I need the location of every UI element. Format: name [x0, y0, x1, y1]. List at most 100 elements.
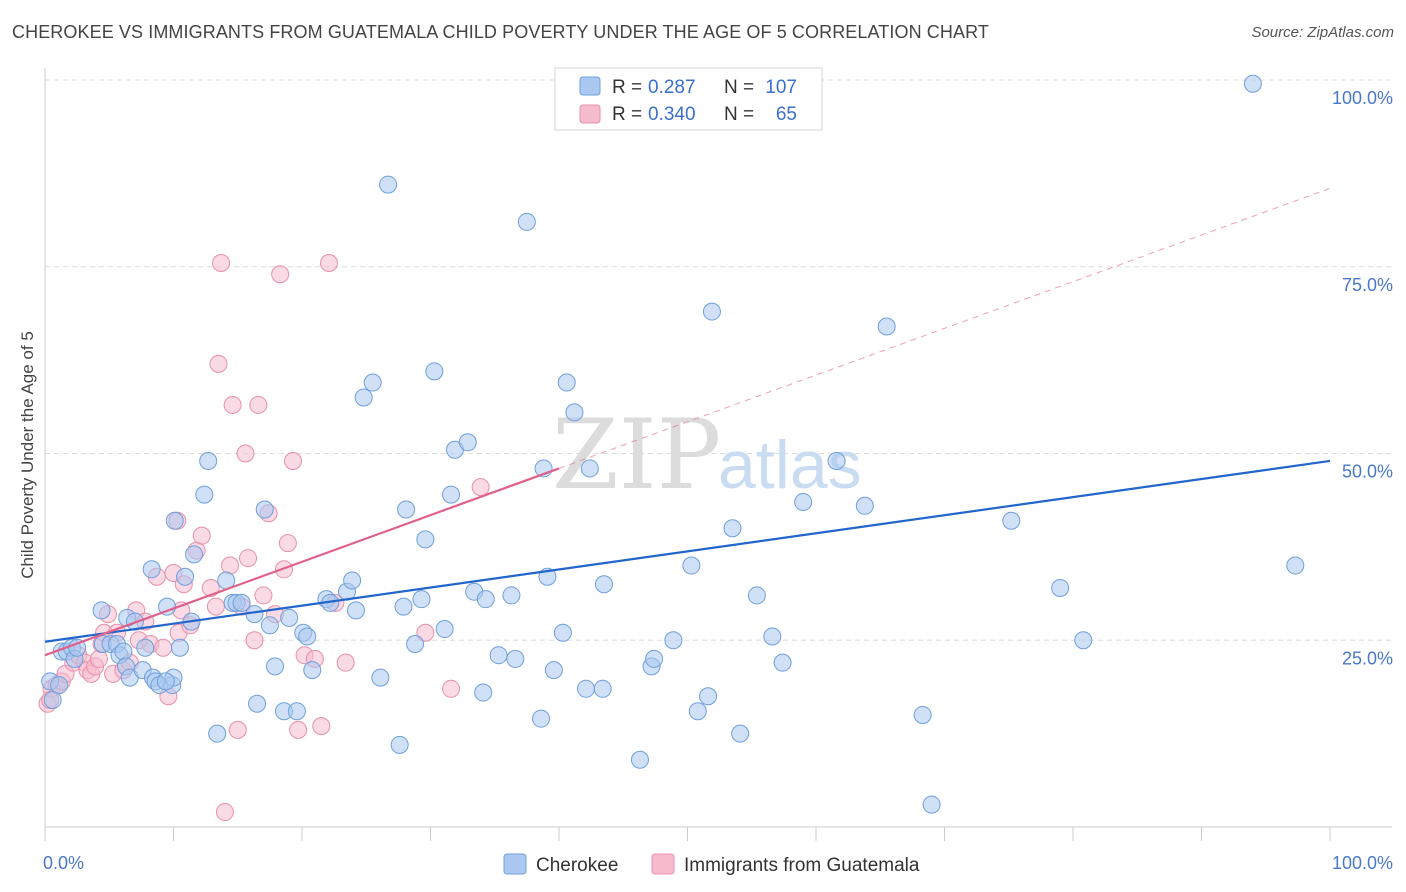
legend-r-value-1: 0.287 [648, 77, 696, 98]
data-point [223, 395, 242, 414]
chart-title: CHEROKEE VS IMMIGRANTS FROM GUATEMALA CH… [12, 22, 989, 42]
data-point [165, 511, 184, 530]
data-point [215, 803, 234, 822]
trend-line-guatemala [44, 467, 560, 657]
data-point [397, 500, 416, 519]
data-point [245, 631, 264, 650]
data-point [664, 631, 683, 650]
data-point [114, 642, 133, 661]
data-point [394, 597, 413, 616]
legend-n-label-1: N = [724, 77, 754, 98]
legend-box: R = 0.287 N = 107 R = 0.340 N = 65 [554, 67, 823, 131]
data-point [154, 638, 173, 657]
data-point [476, 590, 495, 609]
data-point [43, 691, 62, 710]
data-point [266, 657, 285, 676]
data-point [255, 500, 274, 519]
data-point [201, 578, 220, 597]
data-point [877, 317, 896, 336]
data-point [192, 526, 211, 545]
data-point [363, 373, 382, 392]
data-point [645, 649, 664, 668]
trend-line-cherokee [44, 459, 1331, 643]
data-point [206, 597, 225, 616]
y-tick-label: 100.0% [1332, 88, 1393, 108]
legend-n-label-2: N = [724, 104, 754, 125]
data-point [248, 694, 267, 713]
data-point [412, 590, 431, 609]
data-point [236, 444, 255, 463]
data-point [209, 354, 228, 373]
data-point [425, 362, 444, 381]
data-point [170, 638, 189, 657]
bottom-legend: Cherokee Immigrants from Guatemala [503, 853, 920, 876]
legend-r-value-2: 0.340 [648, 104, 696, 125]
data-point [506, 649, 525, 668]
data-point [379, 175, 398, 194]
data-point [565, 403, 584, 422]
data-point [319, 254, 338, 273]
data-point [371, 668, 390, 687]
data-point [471, 478, 490, 497]
data-point [406, 634, 425, 653]
x-tick-label: 0.0% [43, 853, 84, 873]
data-point [593, 679, 612, 698]
legend-swatch-cherokee [579, 76, 601, 96]
data-point [913, 705, 932, 724]
y-axis-label: Child Poverty Under the Age of 5 [18, 331, 37, 579]
data-point [1051, 578, 1070, 597]
data-point [416, 623, 435, 642]
data-point [212, 254, 231, 273]
data-point [576, 679, 595, 698]
data-point [855, 496, 874, 515]
data-point [723, 519, 742, 538]
data-point [185, 545, 204, 564]
data-point [557, 373, 576, 392]
watermark: ZIP atlas [552, 399, 862, 511]
data-point [630, 750, 649, 769]
legend-r-label-1: R = [612, 77, 642, 98]
data-point [390, 735, 409, 754]
data-point [249, 395, 268, 414]
data-point [298, 627, 317, 646]
trend-line-guatemala-extension [558, 187, 1331, 469]
tick-labels: 25.0% 50.0% 75.0% 100.0% 0.0% 100.0% [43, 88, 1393, 873]
data-point [136, 638, 155, 657]
bottom-legend-cherokee: Cherokee [536, 855, 618, 876]
data-point [922, 795, 941, 814]
data-point [794, 493, 813, 512]
data-point [1002, 511, 1021, 530]
data-point [502, 586, 521, 605]
data-point [208, 724, 227, 743]
data-point [544, 661, 563, 680]
data-point [1074, 631, 1093, 650]
data-point [688, 702, 707, 721]
data-point [271, 265, 290, 284]
data-point [303, 661, 322, 680]
bottom-legend-swatch-cherokee [503, 853, 527, 875]
data-point [435, 620, 454, 639]
data-point [773, 653, 792, 672]
data-point [458, 433, 477, 452]
data-point [142, 560, 161, 579]
bottom-legend-swatch-guatemala [651, 853, 675, 875]
data-point [280, 608, 299, 627]
data-point [442, 679, 461, 698]
data-point [346, 601, 365, 620]
data-point [176, 567, 195, 586]
data-point [553, 623, 572, 642]
data-point [1286, 556, 1305, 575]
y-tick-label: 75.0% [1342, 275, 1393, 295]
y-tick-label: 25.0% [1342, 648, 1393, 668]
data-point [731, 724, 750, 743]
legend-r-label-2: R = [612, 104, 642, 125]
bottom-legend-guatemala: Immigrants from Guatemala [684, 855, 920, 876]
data-point [232, 593, 251, 612]
data-point [1243, 74, 1262, 93]
data-point [580, 459, 599, 478]
data-point [156, 672, 175, 691]
data-point [287, 702, 306, 721]
data-point [260, 616, 279, 635]
data-point [699, 687, 718, 706]
data-point [827, 451, 846, 470]
